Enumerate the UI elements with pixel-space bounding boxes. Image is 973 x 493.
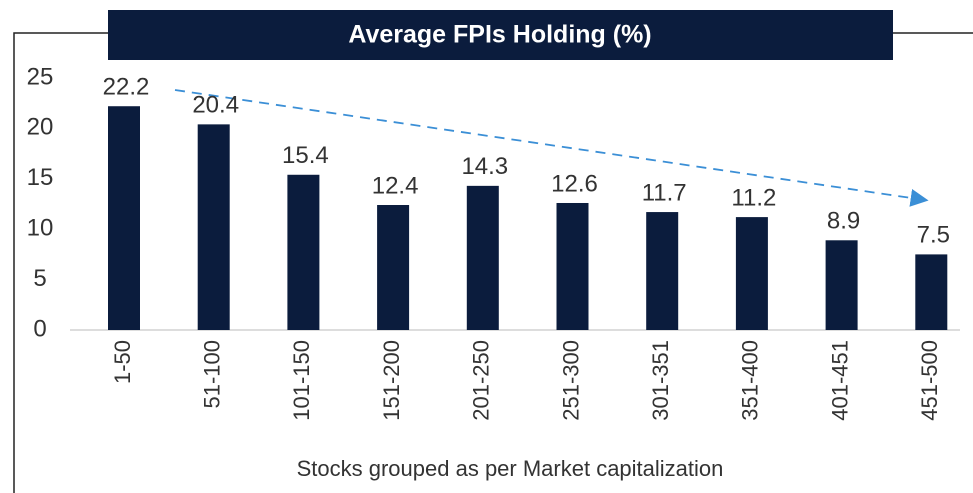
x-tick-label: 401-451: [827, 340, 852, 421]
value-label: 7.5: [917, 222, 950, 249]
x-tick-label: 101-150: [289, 340, 314, 421]
x-tick-label: 201-250: [469, 340, 494, 421]
bar: [466, 185, 499, 330]
bar: [735, 217, 768, 330]
x-tick-label: 351-400: [738, 340, 763, 421]
x-tick-label: 251-300: [558, 340, 583, 421]
y-tick-label: 0: [33, 315, 46, 342]
y-tick-label: 15: [27, 164, 54, 191]
chart-title: Average FPIs Holding (%): [348, 21, 651, 49]
x-tick-label: 1-50: [110, 340, 135, 384]
x-tick-label: 301-351: [648, 340, 673, 421]
bar: [197, 124, 230, 330]
x-tick-label: 51-100: [200, 340, 225, 409]
y-tick-label: 10: [27, 215, 54, 242]
value-label: 14.3: [461, 153, 508, 180]
y-tick-label: 20: [27, 114, 54, 141]
value-label: 12.6: [551, 170, 598, 197]
value-label: 11.2: [731, 184, 776, 211]
bar: [825, 240, 858, 330]
bar: [108, 106, 140, 330]
x-tick-label: 151-200: [379, 340, 404, 421]
trend-arrow: [174, 89, 929, 207]
value-label: 20.4: [192, 92, 239, 119]
bar: [556, 202, 589, 330]
title-bar: [108, 10, 893, 60]
frame: [13, 32, 108, 493]
bar: [915, 254, 948, 330]
value-label: 8.9: [827, 208, 860, 235]
bar: [646, 212, 679, 330]
y-tick-label: 25: [27, 63, 54, 90]
bar: [287, 174, 320, 330]
y-tick-label: 5: [33, 265, 46, 292]
value-label: 12.4: [372, 172, 419, 199]
value-label: 15.4: [282, 142, 329, 169]
x-axis-label: Stocks grouped as per Market capitalizat…: [297, 456, 724, 481]
bar: [377, 205, 410, 330]
value-label: 11.7: [642, 179, 687, 206]
value-label: 22.2: [103, 74, 150, 101]
x-tick-label: 451-500: [917, 340, 942, 421]
